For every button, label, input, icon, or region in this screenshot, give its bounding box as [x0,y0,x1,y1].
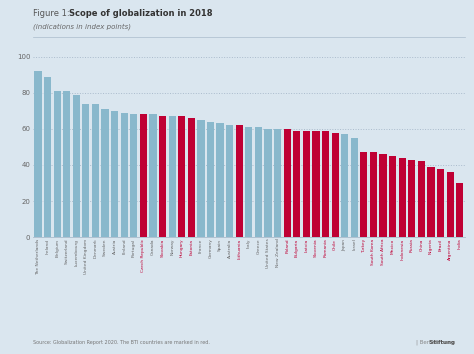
Bar [437,169,444,237]
Bar [207,122,214,237]
Bar [322,131,329,237]
Text: | Bertelsmann: | Bertelsmann [416,339,455,345]
Bar [245,127,253,237]
Bar [370,152,377,237]
Bar [418,161,425,237]
Bar [54,91,61,237]
Text: (indications in index points): (indications in index points) [33,23,131,30]
Bar [389,156,396,237]
Bar [226,125,233,237]
Bar [197,120,204,237]
Text: Scope of globalization in 2018: Scope of globalization in 2018 [69,9,212,18]
Bar [341,134,348,237]
Bar [380,154,387,237]
Bar [44,76,51,237]
Bar [92,104,99,237]
Bar [303,131,310,237]
Bar [73,95,80,237]
Bar [312,131,319,237]
Bar [130,114,137,237]
Bar [178,116,185,237]
Bar [274,129,281,237]
Bar [149,114,156,237]
Text: Source: Globalization Report 2020. The BTI countries are marked in red.: Source: Globalization Report 2020. The B… [33,340,210,345]
Bar [121,113,128,237]
Bar [399,158,406,237]
Bar [283,129,291,237]
Bar [188,118,195,237]
Bar [264,129,272,237]
Bar [159,116,166,237]
Bar [140,114,147,237]
Bar [111,111,118,237]
Bar [169,116,176,237]
Bar [293,131,301,237]
Bar [255,127,262,237]
Bar [217,124,224,237]
Bar [360,152,367,237]
Text: Stiftung: Stiftung [405,340,455,345]
Bar [428,167,435,237]
Bar [351,138,358,237]
Bar [331,132,339,237]
Text: Figure 1:: Figure 1: [33,9,73,18]
Bar [456,183,463,237]
Bar [35,71,42,237]
Bar [101,109,109,237]
Bar [82,104,90,237]
Bar [447,172,454,237]
Bar [236,125,243,237]
Bar [408,160,415,237]
Bar [63,91,70,237]
